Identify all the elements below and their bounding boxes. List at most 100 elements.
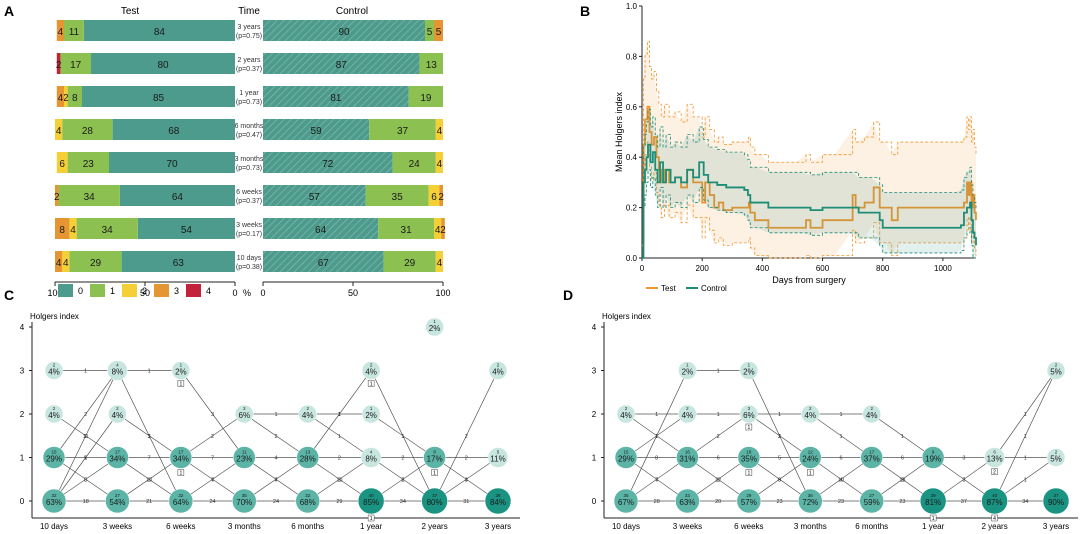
state-node-count: 6	[993, 450, 996, 455]
test-bar-label: 17	[70, 60, 82, 71]
pvalue-label-5: (p=0.37)	[236, 198, 262, 205]
state-node	[42, 446, 66, 469]
control-bar-label: 57	[309, 192, 321, 203]
test-bar-label: 68	[168, 126, 180, 137]
control-bar-label: 87	[336, 60, 348, 71]
control-bar-4-level-1	[392, 152, 436, 173]
test-bar-5-level-0	[119, 185, 235, 206]
state-node-count: 2	[53, 363, 56, 368]
pvalue-label-3: (p=0.47)	[236, 132, 262, 139]
network-x-tick-label: 1 year	[360, 522, 383, 531]
state-node-count: 8	[433, 450, 436, 455]
transition-edge	[53, 457, 118, 502]
transition-count: 20	[715, 499, 721, 505]
control-bar-label: 4	[437, 159, 443, 170]
state-node-percent: 23%	[236, 455, 252, 464]
control-axis-tick-label: 100	[435, 288, 450, 298]
test-bar-3-level-1	[62, 119, 113, 140]
state-node-percent: 68%	[300, 498, 316, 507]
transition-count: 2	[211, 434, 214, 440]
transition-count: 7	[274, 477, 277, 483]
time-label-0: 3 years	[238, 24, 261, 31]
missing-box	[991, 514, 998, 522]
x-tick-label: 400	[756, 264, 770, 273]
test-bar-label: 2	[63, 93, 69, 104]
transition-count: 9	[778, 477, 781, 483]
legend-label-4: 4	[206, 286, 211, 296]
transition-count: 3	[211, 412, 214, 418]
pvalue-label-4: (p=0.73)	[236, 165, 262, 172]
missing-box	[431, 469, 438, 476]
control-bar-label: 4	[435, 225, 441, 236]
control-axis-tick-label: 0	[260, 288, 265, 298]
state-node-percent: 24%	[802, 455, 818, 464]
state-node-count: 2	[497, 363, 500, 368]
state-node-count: 3	[748, 406, 751, 411]
missing-count: 1	[179, 382, 182, 388]
control-bar-label: 90	[338, 27, 350, 38]
state-node-percent: 4%	[365, 368, 377, 377]
state-node-percent: 81%	[925, 498, 941, 507]
transition-count: 1	[655, 412, 658, 418]
state-node-percent: 67%	[618, 498, 634, 507]
y-tick-label: 0.0	[626, 254, 638, 263]
x-tick-label: 200	[696, 264, 710, 273]
transition-count: 1	[655, 434, 658, 440]
test-bar-7-level-2	[62, 251, 70, 272]
network-x-tick-label: 10 days	[40, 522, 68, 531]
test-bar-label: 8	[59, 225, 65, 236]
state-node	[361, 404, 381, 424]
state-node-count: 40	[992, 493, 998, 498]
control-bar-6-level-1	[378, 218, 434, 239]
network-x-tick-label: 3 months	[794, 522, 827, 531]
state-node	[296, 446, 319, 469]
state-node-percent: 63%	[679, 498, 695, 507]
transition-count: 5	[84, 456, 87, 462]
control-bar-0-level-0	[263, 20, 425, 41]
state-node-percent: 8%	[112, 368, 124, 377]
transition-count: 1	[274, 412, 277, 418]
state-node-count: 35	[623, 493, 629, 498]
legend-label-control: Control	[701, 284, 727, 293]
state-node	[168, 488, 194, 514]
network-y-tick-label: 3	[20, 367, 25, 376]
test-bar-label: 11	[69, 27, 80, 38]
transition-edge	[53, 413, 118, 502]
network-x-tick-label: 1 year	[922, 522, 945, 531]
state-node	[1046, 361, 1066, 380]
transition-edge	[687, 413, 750, 458]
state-node	[678, 404, 697, 424]
network-y-tick-label: 3	[592, 367, 597, 376]
test-bar-2-level-1	[67, 86, 82, 107]
state-node	[984, 447, 1005, 468]
test-bar-label: 29	[90, 258, 102, 269]
transition-count: 1	[901, 434, 904, 440]
panel-label-b: B	[580, 3, 590, 19]
transition-edge	[434, 370, 499, 502]
state-node-percent: 11%	[490, 455, 505, 464]
state-node-percent: 2%	[743, 368, 755, 377]
state-node-percent: 85%	[363, 498, 379, 507]
transition-count: 1	[778, 412, 781, 418]
state-node-percent: 57%	[741, 498, 757, 507]
network-x-tick-label: 6 weeks	[734, 522, 763, 531]
transition-count: 7	[211, 456, 214, 462]
state-node	[357, 487, 385, 515]
transition-count: 4	[211, 477, 214, 483]
network-x-tick-label: 2 years	[421, 522, 447, 531]
legend-label-3: 3	[174, 286, 179, 296]
test-bar-label: 34	[102, 225, 114, 236]
transition-edge	[53, 370, 118, 502]
transition-count: 23	[777, 499, 783, 505]
test-bar-label: 34	[84, 192, 96, 203]
test-axis-unit: %	[243, 288, 251, 298]
series-line-control	[642, 143, 977, 259]
test-bar-label: 23	[83, 159, 95, 170]
test-bar-5-level-3	[55, 185, 59, 206]
control-bar-label: 37	[397, 126, 409, 137]
control-bar-4-level-2	[435, 152, 443, 173]
state-node-count: 17	[115, 450, 121, 455]
lower-ci-test	[642, 141, 977, 259]
control-bar-label: 2	[438, 192, 444, 203]
pvalue-label-0: (p=0.75)	[236, 33, 262, 40]
